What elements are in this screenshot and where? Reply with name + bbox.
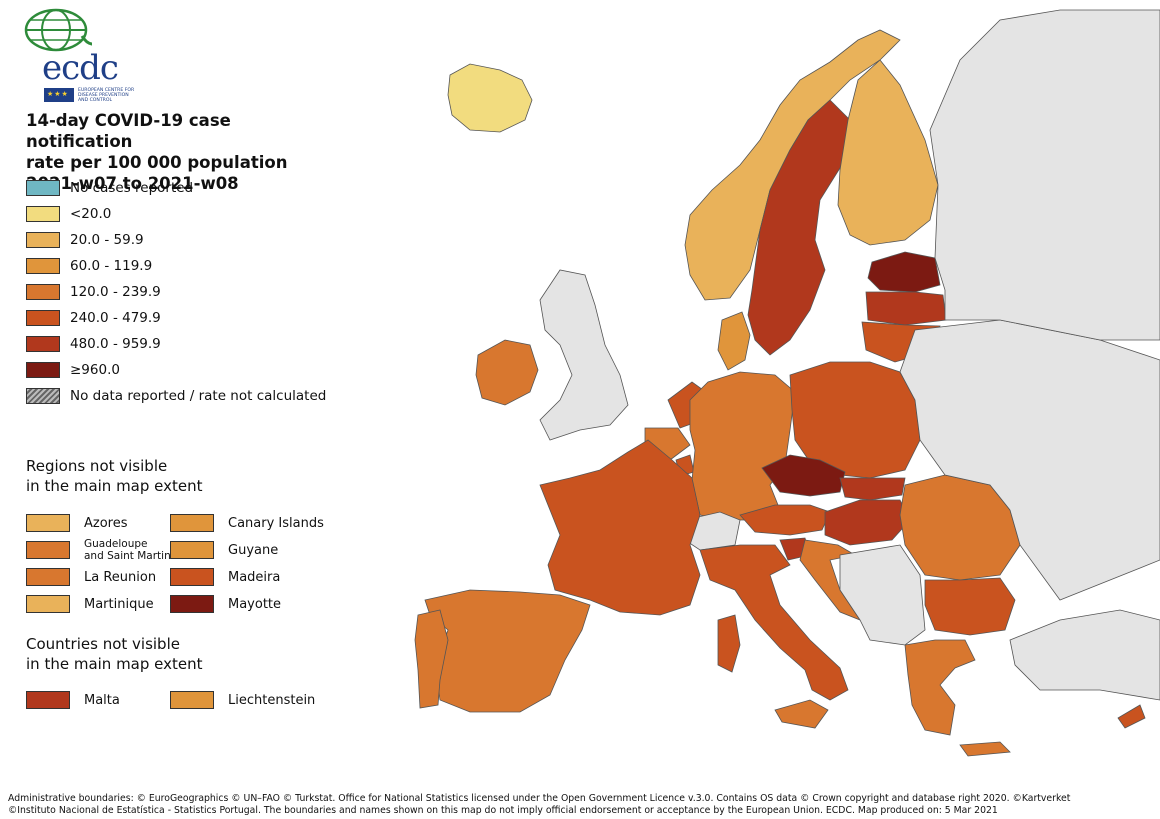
region-belarus-ukraine [899, 319, 1160, 601]
legend-label: <20.0 [70, 206, 112, 222]
legend-item: No cases reported [26, 178, 193, 198]
legend-item: <20.0 [26, 204, 111, 224]
region-ireland [475, 339, 539, 406]
region-legend-item: Mayotte [170, 594, 281, 614]
legend-label: 480.0 - 959.9 [70, 336, 161, 352]
legend-item: 120.0 - 239.9 [26, 282, 161, 302]
legend-swatch [26, 284, 60, 300]
map-title: 14-day COVID-19 case notification rate p… [26, 111, 288, 193]
legend-item: 20.0 - 59.9 [26, 230, 144, 250]
legend-swatch [170, 514, 214, 532]
legend-swatch [26, 310, 60, 326]
logo-wordmark: ecdc [42, 48, 119, 88]
region-balkans [839, 544, 926, 646]
logo-subtitle: EUROPEAN CENTRE FOR DISEASE PREVENTION A… [78, 88, 135, 103]
legend-swatch [170, 691, 214, 709]
map-regions [414, 9, 1160, 757]
countries-title: Countries not visible in the main map ex… [26, 635, 203, 673]
legend-swatch [26, 595, 70, 613]
region-legend-item: La Reunion [26, 567, 156, 587]
region-sicily [774, 699, 829, 729]
legend-label: 120.0 - 239.9 [70, 284, 161, 300]
legend-item: 480.0 - 959.9 [26, 334, 161, 354]
region-sardinia [717, 614, 741, 673]
legend-swatch [170, 541, 214, 559]
region-denmark [717, 311, 751, 371]
legend-swatch [170, 568, 214, 586]
europe-map [414, 9, 1160, 757]
region-latvia [865, 291, 947, 326]
region-russia-n [929, 9, 1160, 341]
legend-label: No data reported / rate not calculated [70, 388, 327, 404]
legend-label: Azores [84, 515, 128, 531]
legend-swatch [26, 336, 60, 352]
legend-label: 20.0 - 59.9 [70, 232, 144, 248]
legend-swatch [26, 541, 70, 559]
legend-swatch [26, 232, 60, 248]
legend-label: 240.0 - 479.9 [70, 310, 161, 326]
region-norway [684, 29, 901, 301]
legend-label: Canary Islands [228, 515, 324, 531]
legend-item: 240.0 - 479.9 [26, 308, 161, 328]
legend-label: Liechtenstein [228, 692, 316, 708]
globe-icon [24, 8, 92, 52]
region-italy [699, 544, 849, 701]
region-bulgaria [924, 577, 1016, 636]
region-hungary [824, 499, 911, 546]
legend-swatch [170, 595, 214, 613]
region-legend-item: Guadeloupe and Saint Martin [26, 538, 171, 562]
legend-label: La Reunion [84, 569, 157, 585]
region-crete [959, 741, 1011, 757]
region-legend-item: Guyane [170, 540, 278, 560]
region-finland [837, 59, 939, 246]
legend-swatch [26, 258, 60, 274]
region-legend-item: Martinique [26, 594, 154, 614]
region-france [539, 439, 701, 616]
legend-swatch [26, 206, 60, 222]
legend-item: ≥960.0 [26, 360, 120, 380]
legend-label: ≥960.0 [70, 362, 120, 378]
legend-swatch [26, 388, 60, 404]
region-legend-item: Madeira [170, 567, 280, 587]
legend-label: Guyane [228, 542, 279, 558]
country-legend-item: Liechtenstein [170, 690, 315, 710]
legend-swatch [26, 362, 60, 378]
legend-label: Guadeloupe and Saint Martin [84, 538, 171, 562]
legend-label: Madeira [228, 569, 281, 585]
legend-label: Mayotte [228, 596, 282, 612]
legend-item: No data reported / rate not calculated [26, 386, 326, 406]
country-legend-item: Malta [26, 690, 120, 710]
region-greece [904, 639, 976, 736]
legend-swatch [26, 180, 60, 196]
legend-swatch [26, 691, 70, 709]
regions-title: Regions not visible in the main map exte… [26, 457, 203, 495]
region-legend-item: Canary Islands [170, 513, 324, 533]
legend-label: 60.0 - 119.9 [70, 258, 153, 274]
region-slovakia [839, 477, 906, 501]
region-iceland [447, 63, 533, 133]
ecdc-logo: ecdc EUROPEAN CENTRE FOR DISEASE PREVENT… [22, 6, 142, 106]
legend-label: Malta [84, 692, 120, 708]
region-cyprus [1117, 704, 1146, 729]
region-estonia [867, 251, 941, 293]
region-legend-item: Azores [26, 513, 128, 533]
region-portugal [414, 609, 449, 709]
region-spain [424, 589, 591, 713]
region-turkey [1009, 609, 1160, 701]
legend-item: 60.0 - 119.9 [26, 256, 152, 276]
legend-swatch [26, 568, 70, 586]
eu-flag-icon [44, 88, 74, 102]
region-sweden [747, 99, 851, 356]
legend-label: Martinique [84, 596, 154, 612]
attribution-footer: Administrative boundaries: © EuroGeograp… [8, 793, 1071, 816]
region-united-kingdom [539, 269, 629, 441]
region-poland [789, 361, 921, 479]
region-germany [689, 371, 796, 521]
legend-swatch [26, 514, 70, 532]
legend-label: No cases reported [70, 180, 194, 196]
